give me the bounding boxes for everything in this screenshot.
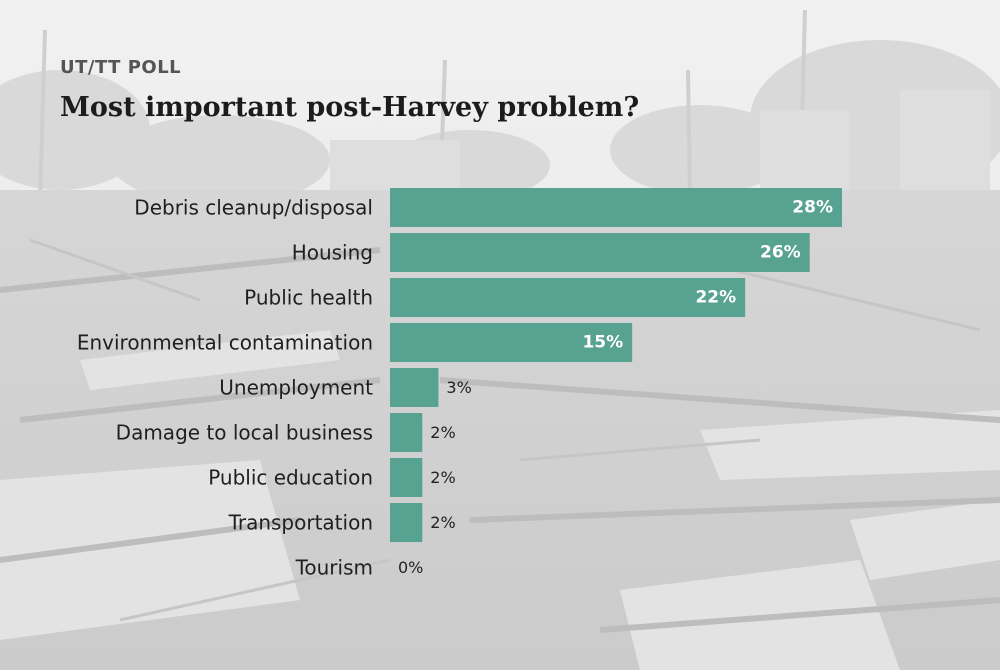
bar-row: Unemployment 3% bbox=[219, 368, 472, 407]
category-label: Damage to local business bbox=[116, 421, 373, 445]
value-label: 22% bbox=[695, 288, 736, 308]
category-label: Public education bbox=[208, 466, 373, 490]
category-label: Public health bbox=[244, 286, 373, 310]
bar bbox=[390, 503, 423, 542]
value-label: 26% bbox=[760, 243, 801, 263]
category-label: Environmental contamination bbox=[77, 331, 373, 355]
value-label: 15% bbox=[582, 333, 623, 353]
bar bbox=[390, 413, 423, 452]
value-label: 3% bbox=[446, 378, 471, 397]
category-label: Debris cleanup/disposal bbox=[134, 196, 373, 220]
bar bbox=[390, 278, 746, 317]
category-label: Tourism bbox=[295, 556, 373, 580]
category-label: Transportation bbox=[228, 511, 373, 535]
value-label: 2% bbox=[430, 468, 455, 487]
kicker-label: UT/TT POLL bbox=[60, 57, 182, 78]
bar bbox=[390, 188, 842, 227]
value-label: 2% bbox=[430, 513, 455, 532]
bar-row: Tourism 0% bbox=[295, 556, 424, 580]
bar bbox=[390, 323, 633, 362]
bar-row: Public health 22% bbox=[244, 278, 746, 317]
bar bbox=[390, 368, 439, 407]
value-label: 28% bbox=[792, 198, 833, 218]
bar bbox=[390, 233, 810, 272]
value-label: 2% bbox=[430, 423, 455, 442]
bar-row: Housing 26% bbox=[292, 233, 810, 272]
bar-row: Damage to local business 2% bbox=[116, 413, 456, 452]
category-label: Unemployment bbox=[219, 376, 373, 400]
bar-row: Environmental contamination 15% bbox=[77, 323, 633, 362]
chart-title: Most important post-Harvey problem? bbox=[60, 92, 640, 123]
bar-row: Public education 2% bbox=[208, 458, 456, 497]
value-label: 0% bbox=[398, 558, 423, 577]
category-label: Housing bbox=[292, 241, 373, 265]
bar bbox=[390, 458, 423, 497]
bar-row: Debris cleanup/disposal 28% bbox=[134, 188, 842, 227]
bar-row: Transportation 2% bbox=[228, 503, 456, 542]
